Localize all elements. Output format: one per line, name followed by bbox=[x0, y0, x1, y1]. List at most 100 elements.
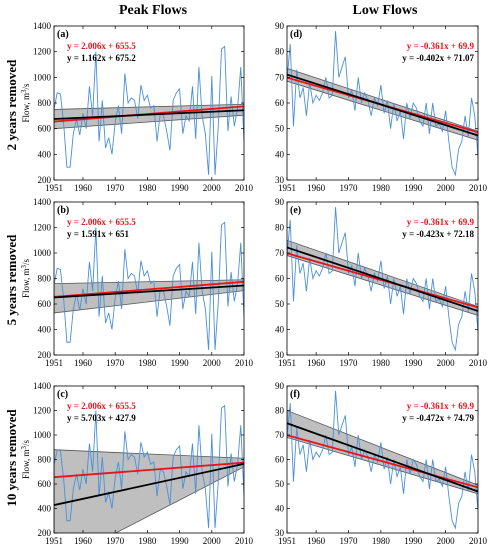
x-tick-label: 1960 bbox=[307, 183, 326, 193]
equation-reduced-record: y = -0.472x + 74.79 bbox=[402, 413, 474, 423]
y-tick-label: 800 bbox=[38, 98, 52, 108]
x-tick-label: 1960 bbox=[74, 358, 93, 368]
x-tick-label: 1951 bbox=[45, 536, 63, 546]
y-tick-label: 60 bbox=[275, 274, 285, 284]
equation-full-record: y = -0.361x + 69.9 bbox=[407, 217, 475, 227]
y-tick-label: 80 bbox=[275, 406, 285, 416]
y-tick-label: 600 bbox=[38, 124, 52, 134]
equation-full-record: y = 2.006x + 655.5 bbox=[67, 41, 136, 51]
x-tick-label: 1951 bbox=[278, 536, 296, 546]
equation-full-record: y = -0.361x + 69.9 bbox=[407, 41, 475, 51]
observed-flow-line bbox=[287, 31, 478, 177]
y-axis-label-units: /s bbox=[21, 83, 31, 90]
y-tick-label: 70 bbox=[275, 72, 285, 82]
y-tick-label: 30 bbox=[275, 528, 285, 538]
y-tick-label: 200 bbox=[38, 528, 52, 538]
panel-label: (c) bbox=[57, 389, 68, 400]
y-tick-label: 800 bbox=[38, 274, 52, 284]
y-axis-label: Flow, m3/s bbox=[20, 83, 31, 122]
y-tick-label: 800 bbox=[38, 455, 52, 465]
reduced-record-trend-line bbox=[287, 422, 478, 493]
x-tick-label: 2000 bbox=[437, 183, 456, 193]
y-tick-label: 50 bbox=[275, 124, 285, 134]
y-tick-label: 70 bbox=[275, 430, 285, 440]
y-tick-label: 60 bbox=[275, 455, 285, 465]
plot-area bbox=[287, 31, 478, 177]
plot-area bbox=[54, 404, 244, 533]
full-record-trend-line bbox=[287, 434, 478, 489]
x-tick-label: 1990 bbox=[404, 536, 423, 546]
y-tick-label: 400 bbox=[38, 149, 52, 159]
y-tick-label: 1200 bbox=[33, 47, 52, 57]
plot-area bbox=[54, 221, 244, 350]
equation-reduced-record: y = -0.402x + 71.07 bbox=[402, 53, 474, 63]
y-tick-label: 60 bbox=[275, 98, 285, 108]
y-tick-label: 30 bbox=[275, 175, 285, 185]
x-tick-label: 2010 bbox=[469, 183, 488, 193]
x-tick-label: 2000 bbox=[203, 536, 222, 546]
y-tick-label: 1200 bbox=[33, 223, 52, 233]
y-axis-label-units: /s bbox=[21, 259, 31, 266]
y-tick-label: 1400 bbox=[33, 197, 52, 207]
plot-area bbox=[287, 390, 478, 530]
y-axis-label-superscript: 3 bbox=[20, 89, 28, 93]
panel-label: (d) bbox=[290, 29, 302, 40]
panel-f: 1951 1960 1970 1980 1990 2000 2010 30 40 50 60 70 80… bbox=[275, 381, 488, 546]
observed-flow-line bbox=[287, 390, 478, 530]
x-tick-label: 2010 bbox=[469, 536, 488, 546]
row-label-5yr: 5 years removed bbox=[4, 234, 19, 326]
x-tick-label: 1980 bbox=[372, 536, 391, 546]
x-tick-label: 1990 bbox=[404, 183, 423, 193]
x-tick-label: 1960 bbox=[74, 183, 93, 193]
y-tick-label: 600 bbox=[38, 479, 52, 489]
x-tick-label: 1970 bbox=[106, 536, 125, 546]
full-record-trend-line bbox=[287, 252, 478, 309]
panel-d: 1951 1960 1970 1980 1990 2000 2010 30 40 50 60 70 80… bbox=[275, 21, 488, 193]
y-axis-label: Flow, m3/s bbox=[20, 440, 31, 479]
y-axis-label-units: /s bbox=[21, 440, 31, 447]
equation-reduced-record: y = 1.591x + 651 bbox=[67, 229, 130, 239]
row-label-2yr: 2 years removed bbox=[4, 59, 19, 151]
y-tick-label: 90 bbox=[275, 197, 285, 207]
x-tick-label: 2010 bbox=[235, 536, 254, 546]
x-tick-label: 1951 bbox=[278, 358, 296, 368]
y-tick-label: 200 bbox=[38, 175, 52, 185]
y-tick-label: 40 bbox=[275, 325, 285, 335]
observed-flow-line bbox=[287, 207, 478, 352]
x-tick-label: 1990 bbox=[171, 183, 190, 193]
panel-b: 1951 1960 1970 1980 1990 2000 2010 200 400 600 800… bbox=[20, 197, 254, 368]
x-tick-label: 2000 bbox=[437, 536, 456, 546]
x-tick-label: 1980 bbox=[138, 536, 157, 546]
y-tick-label: 200 bbox=[38, 350, 52, 360]
full-record-trend-line bbox=[54, 461, 244, 479]
y-tick-label: 1000 bbox=[33, 430, 52, 440]
x-tick-label: 1990 bbox=[404, 358, 423, 368]
plot-area bbox=[287, 207, 478, 352]
x-tick-label: 2010 bbox=[235, 358, 254, 368]
panel-e: 1951 1960 1970 1980 1990 2000 2010 30 40 50 60 70 80… bbox=[275, 197, 488, 368]
y-axis-label-text: Flow, m bbox=[21, 450, 31, 479]
equation-reduced-record: y = -0.423x + 72.18 bbox=[402, 229, 474, 239]
y-tick-label: 1000 bbox=[33, 72, 52, 82]
x-tick-label: 1970 bbox=[340, 358, 359, 368]
plot-area bbox=[54, 45, 244, 175]
equation-full-record: y = 2.006x + 655.5 bbox=[67, 401, 136, 411]
y-tick-label: 400 bbox=[38, 504, 52, 514]
y-tick-label: 600 bbox=[38, 299, 52, 309]
y-tick-label: 30 bbox=[275, 350, 285, 360]
reduced-record-trend-line bbox=[54, 462, 244, 506]
x-tick-label: 1951 bbox=[45, 183, 63, 193]
panel-c: 1951 1960 1970 1980 1990 2000 2010 200 400 600 800… bbox=[20, 381, 254, 546]
x-tick-label: 1951 bbox=[45, 358, 63, 368]
x-tick-label: 1980 bbox=[372, 358, 391, 368]
equation-reduced-record: y = 5.703x + 427.9 bbox=[67, 413, 136, 423]
equation-reduced-record: y = 1.162x + 675.2 bbox=[67, 53, 136, 63]
y-axis-label-text: Flow, m bbox=[21, 93, 31, 122]
y-tick-label: 1400 bbox=[33, 381, 52, 391]
x-tick-label: 1990 bbox=[171, 358, 190, 368]
x-tick-label: 1980 bbox=[372, 183, 391, 193]
panel-label: (e) bbox=[290, 205, 301, 216]
reduced-record-trend-line bbox=[287, 246, 478, 312]
x-tick-label: 1970 bbox=[106, 358, 125, 368]
